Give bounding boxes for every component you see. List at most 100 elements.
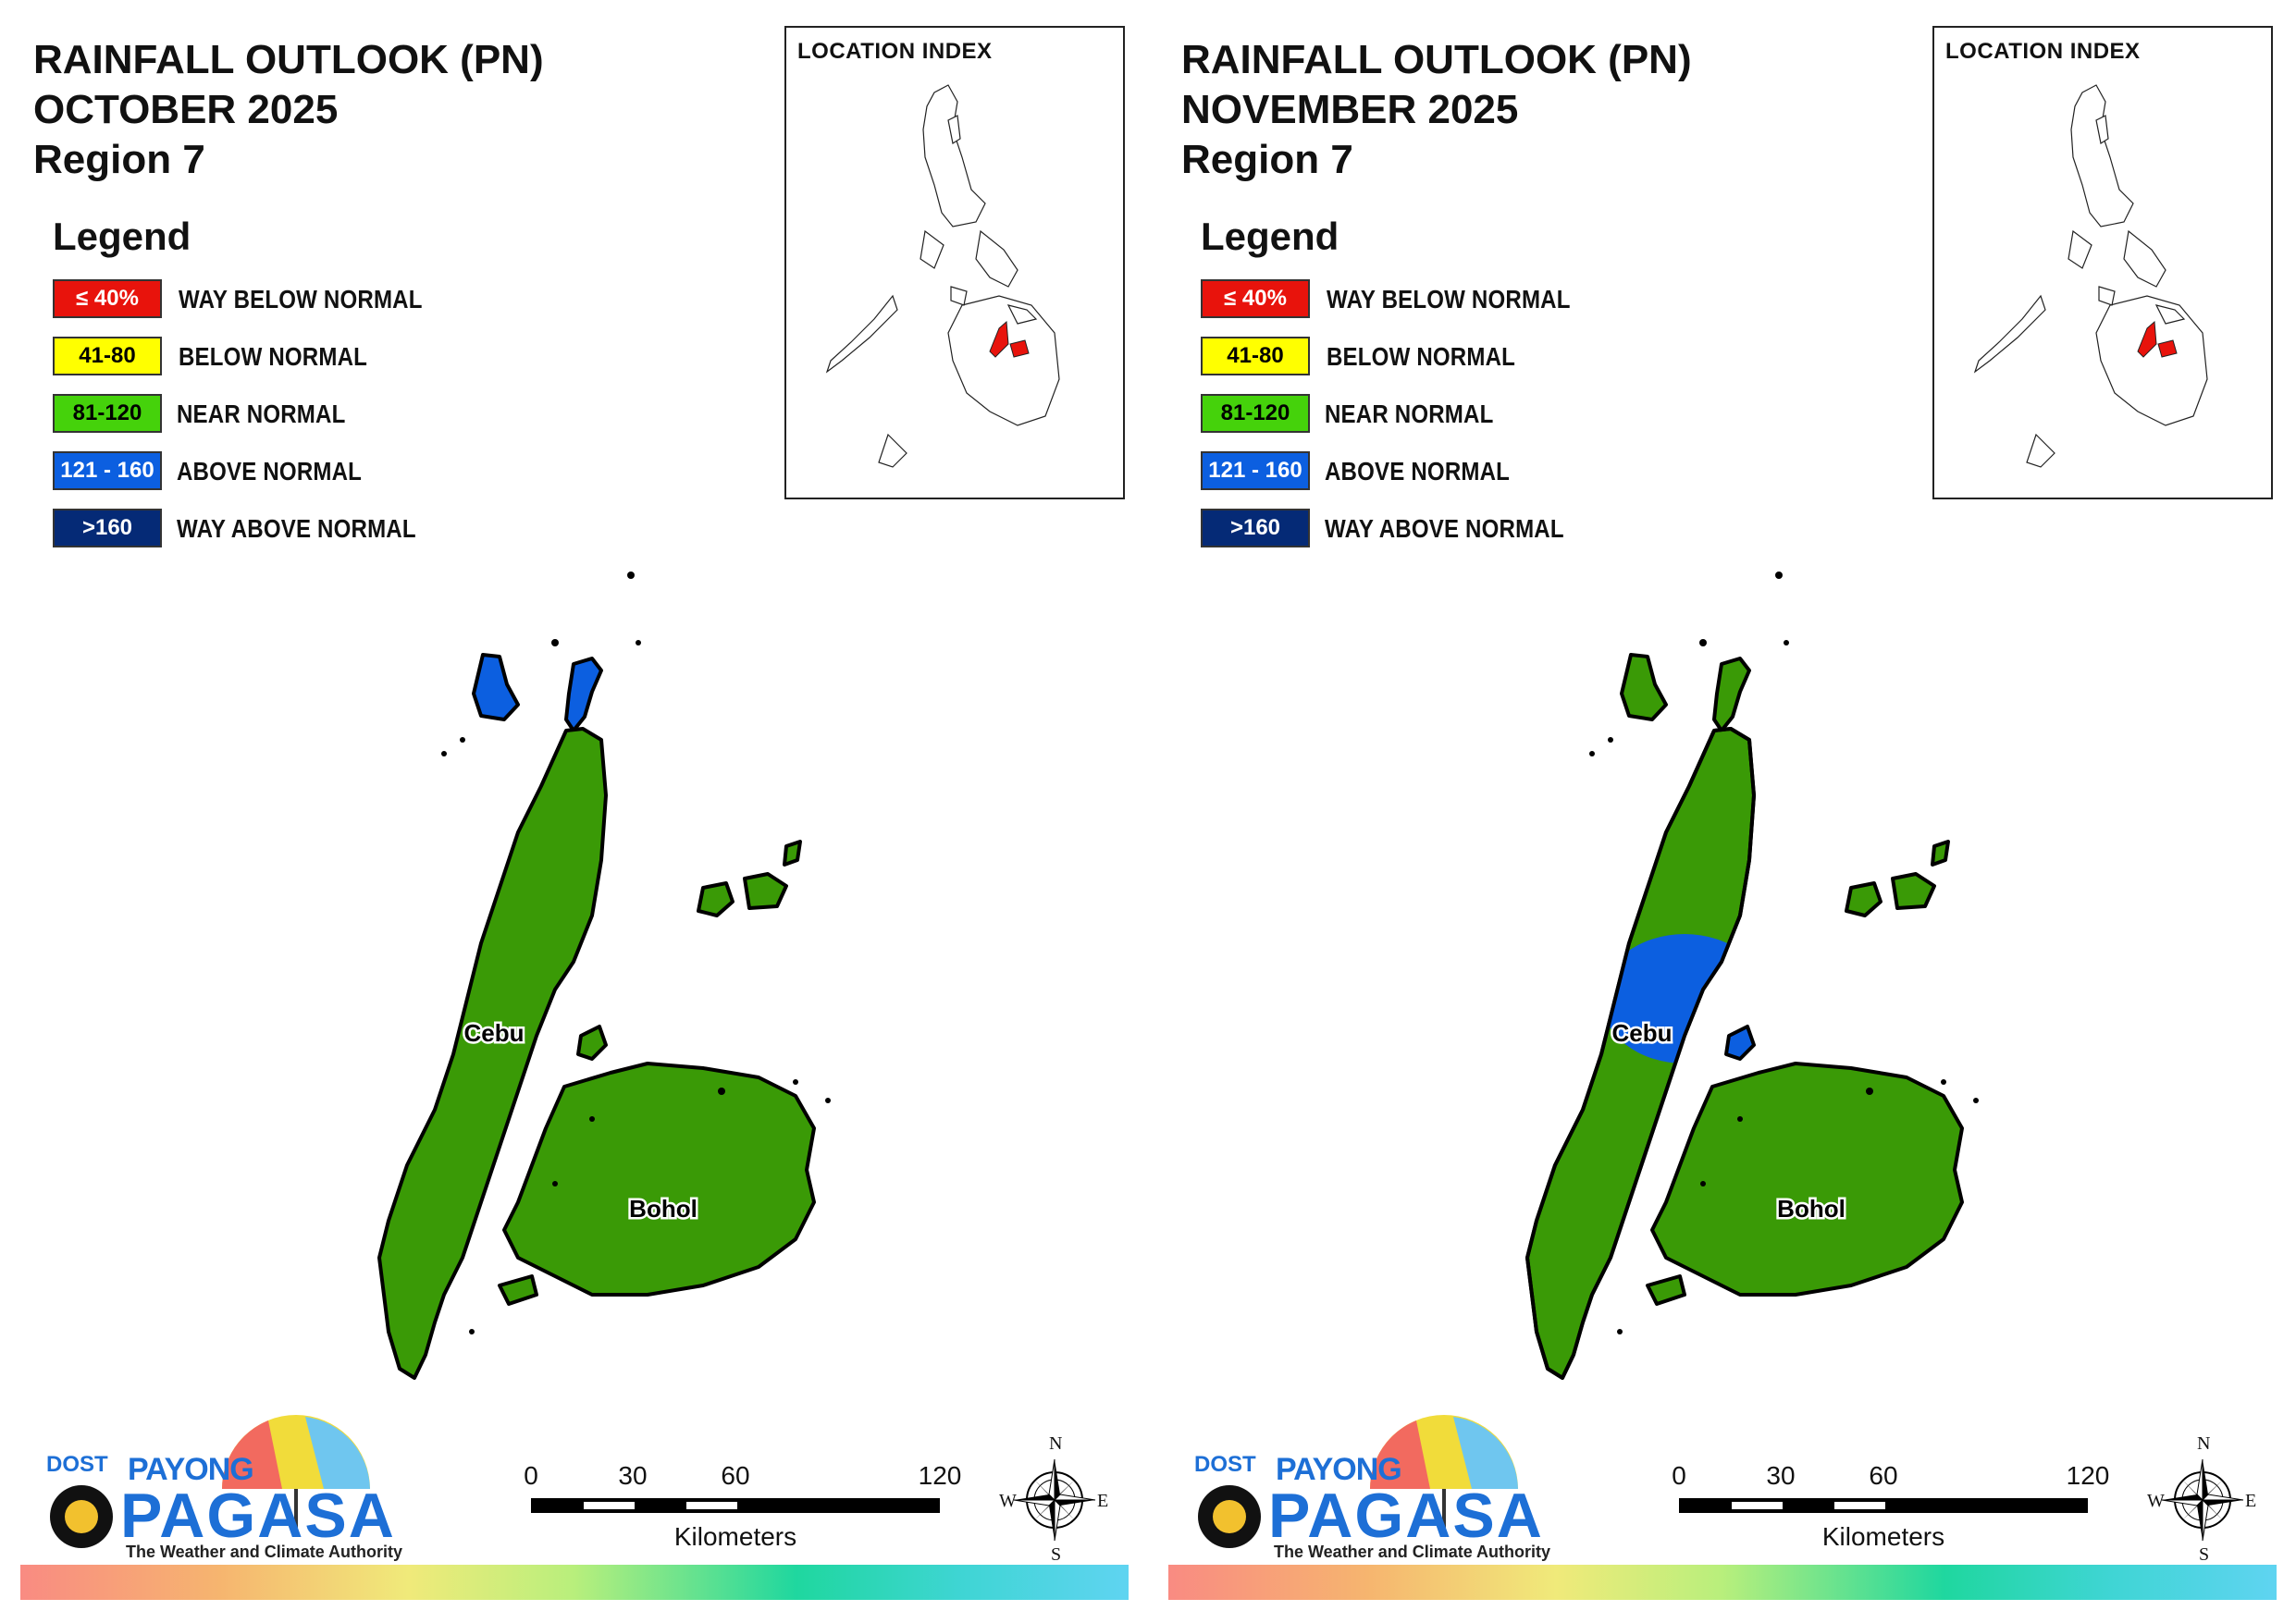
legend-item-above: 121 - 160 ABOVE NORMAL xyxy=(1201,451,1682,492)
camotes-island-3 xyxy=(783,840,802,867)
compass-s: S xyxy=(2199,1544,2210,1565)
legend-item-way-below: ≤ 40% WAY BELOW NORMAL xyxy=(53,279,534,320)
legend-swatch: >160 xyxy=(1201,509,1310,547)
scale-unit: Kilometers xyxy=(1821,1522,1945,1551)
scale-tick-30: 30 xyxy=(618,1461,648,1490)
title-line-2: OCTOBER 2025 xyxy=(33,87,339,132)
camotes-island-2 xyxy=(743,872,788,910)
location-index-box: LOCATION INDEX xyxy=(784,26,1125,499)
bohol-island xyxy=(1650,1062,1964,1297)
compass-icon xyxy=(2161,1458,2244,1542)
pagasa-logo: DOST PAYONG PAGASA The Weather and Clima… xyxy=(28,1387,402,1572)
bohol-island xyxy=(502,1062,816,1297)
footer-gradient-strip xyxy=(20,1565,1129,1600)
payong-text: PAYONG xyxy=(128,1452,254,1487)
tagline-text: The Weather and Climate Authority xyxy=(126,1543,403,1561)
cebu-label: Cebu xyxy=(1612,1019,1673,1047)
map-title: RAINFALL OUTLOOK (PN) OCTOBER 2025 Regio… xyxy=(33,35,544,185)
compass-e: E xyxy=(2245,1491,2257,1511)
tagline-text: The Weather and Climate Authority xyxy=(1274,1543,1551,1561)
location-index-title: LOCATION INDEX xyxy=(797,39,993,64)
title-line-3: Region 7 xyxy=(33,137,205,182)
scale-tick-60: 60 xyxy=(1869,1461,1898,1490)
legend-item-below: 41-80 BELOW NORMAL xyxy=(1201,337,1682,377)
compass-icon xyxy=(1013,1458,1096,1542)
camotes-island-3 xyxy=(1931,840,1950,867)
compass-n: N xyxy=(1049,1433,1063,1454)
dost-text: DOST xyxy=(46,1452,108,1477)
legend-label: ABOVE NORMAL xyxy=(1325,457,1511,486)
mactan-island xyxy=(1724,1025,1756,1061)
legend-label: BELOW NORMAL xyxy=(1327,342,1516,371)
location-index-box: LOCATION INDEX xyxy=(1932,26,2273,499)
legend-item-way-below: ≤ 40% WAY BELOW NORMAL xyxy=(1201,279,1682,320)
legend-swatch: 121 - 160 xyxy=(1201,451,1310,490)
cebu-label: Cebu xyxy=(464,1019,525,1047)
compass-rose: N S E W xyxy=(2147,1433,2258,1565)
compass-w: W xyxy=(2147,1491,2165,1511)
compass-e: E xyxy=(1097,1491,1109,1511)
legend-item-below: 41-80 BELOW NORMAL xyxy=(53,337,534,377)
cebu-north-tip xyxy=(1712,657,1751,732)
legend-label: NEAR NORMAL xyxy=(177,400,346,428)
bantayan-island xyxy=(1620,653,1668,721)
mactan-island xyxy=(576,1025,608,1061)
scale-bar-graphic xyxy=(531,1498,940,1513)
legend-label: WAY BELOW NORMAL xyxy=(179,285,423,314)
camotes-island-2 xyxy=(1891,872,1936,910)
region-7-map: Cebu Bohol xyxy=(377,572,831,1380)
dost-text: DOST xyxy=(1194,1452,1256,1477)
scale-bar: 0 30 60 120 Kilometers xyxy=(518,1461,961,1563)
map-title: RAINFALL OUTLOOK (PN) NOVEMBER 2025 Regi… xyxy=(1181,35,1692,185)
bantayan-island xyxy=(472,653,520,721)
legend-label: NEAR NORMAL xyxy=(1325,400,1494,428)
title-line-1: RAINFALL OUTLOOK (PN) xyxy=(1181,37,1692,82)
legend-label: WAY ABOVE NORMAL xyxy=(1325,514,1564,543)
umbrella-icon xyxy=(50,1415,370,1548)
scale-tick-120: 120 xyxy=(918,1461,962,1490)
philippines-outline-map xyxy=(1973,84,2208,468)
pagasa-text: PAGASA xyxy=(1268,1481,1544,1551)
philippines-outline-map xyxy=(825,84,1060,468)
legend-heading: Legend xyxy=(1201,215,1339,258)
legend-item-way-above: >160 WAY ABOVE NORMAL xyxy=(1201,509,1682,549)
legend-swatch: 121 - 160 xyxy=(53,451,162,490)
southern-islet xyxy=(1646,1274,1686,1306)
scale-unit: Kilometers xyxy=(673,1522,797,1551)
scale-tick-120: 120 xyxy=(2066,1461,2110,1490)
legend-item-way-above: >160 WAY ABOVE NORMAL xyxy=(53,509,534,549)
compass-rose: N S E W xyxy=(999,1433,1110,1565)
legend-swatch: 41-80 xyxy=(1201,337,1310,375)
scale-tick-0: 0 xyxy=(1672,1461,1686,1490)
legend-label: BELOW NORMAL xyxy=(179,342,368,371)
compass-n: N xyxy=(2197,1433,2211,1454)
legend-swatch: 81-120 xyxy=(1201,394,1310,433)
scale-tick-0: 0 xyxy=(524,1461,538,1490)
payong-text: PAYONG xyxy=(1276,1452,1402,1487)
pagasa-text: PAGASA xyxy=(120,1481,396,1551)
legend-item-near: 81-120 NEAR NORMAL xyxy=(53,394,534,435)
legend-swatch: ≤ 40% xyxy=(53,279,162,318)
legend-label: ABOVE NORMAL xyxy=(177,457,363,486)
legend-swatch: >160 xyxy=(53,509,162,547)
scale-tick-30: 30 xyxy=(1766,1461,1796,1490)
scale-tick-60: 60 xyxy=(721,1461,750,1490)
camotes-island-1 xyxy=(697,881,734,917)
outlook-panel-november: RAINFALL OUTLOOK (PN) NOVEMBER 2025 Regi… xyxy=(1148,0,2296,1623)
region-7-map: Cebu Bohol xyxy=(1525,572,1979,1380)
scale-bar-graphic xyxy=(1679,1498,2088,1513)
legend-swatch: 81-120 xyxy=(53,394,162,433)
cebu-north-tip xyxy=(564,657,603,732)
pagasa-logo: DOST PAYONG PAGASA The Weather and Clima… xyxy=(1176,1387,1550,1572)
southern-islet xyxy=(498,1274,538,1306)
bohol-label: Bohol xyxy=(1777,1195,1845,1223)
legend-heading: Legend xyxy=(53,215,191,258)
legend-item-above: 121 - 160 ABOVE NORMAL xyxy=(53,451,534,492)
camotes-island-1 xyxy=(1845,881,1882,917)
compass-s: S xyxy=(1051,1544,1062,1565)
scale-bar: 0 30 60 120 Kilometers xyxy=(1666,1461,2109,1563)
footer-gradient-strip xyxy=(1168,1565,2277,1600)
legend-label: WAY ABOVE NORMAL xyxy=(177,514,416,543)
title-line-2: NOVEMBER 2025 xyxy=(1181,87,1519,132)
title-line-1: RAINFALL OUTLOOK (PN) xyxy=(33,37,544,82)
